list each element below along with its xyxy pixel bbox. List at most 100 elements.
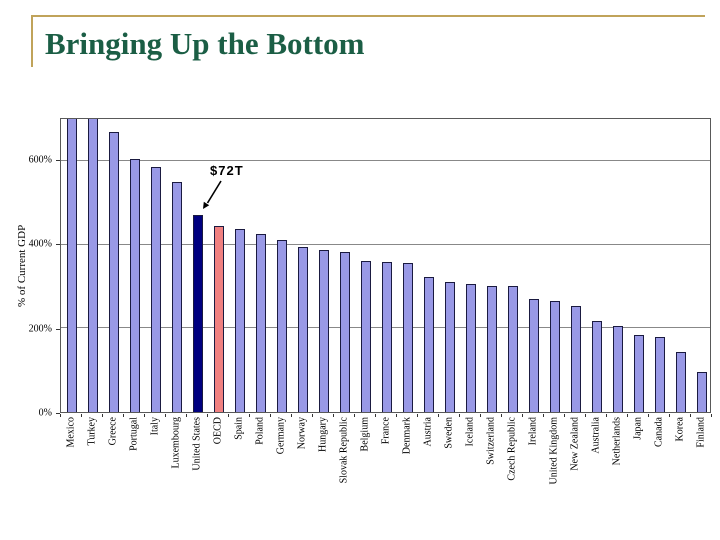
y-tick-label-400: 400% [28,238,52,250]
x-label-sweden: Sweden [443,417,454,449]
x-label-germany: Germany [275,417,286,455]
x-label-korea: Korea [674,417,685,442]
x-label-new-zealand: New Zealand [569,417,580,471]
bar-greece [108,131,119,412]
bar-belgium [360,261,371,412]
y-tick-mark [56,244,60,246]
x-tick-mark [228,414,229,417]
x-tick-mark [123,414,124,417]
x-tick-mark [417,414,418,417]
x-tick-mark [312,414,313,417]
bar-portugal [129,158,140,412]
bar-denmark [402,263,413,412]
x-label-luxembourg: Luxembourg [170,417,181,469]
bar-new-zealand [570,306,581,412]
bar-slovak-republic [339,252,350,412]
x-tick-mark [438,414,439,417]
x-label-united-states: United States [191,417,202,471]
x-label-belgium: Belgium [359,417,370,452]
x-label-canada: Canada [653,417,664,447]
x-label-australia: Australia [590,417,601,454]
x-label-oecd: OECD [212,417,223,445]
bar-finland [696,371,707,412]
x-label-denmark: Denmark [401,417,412,455]
bar-czech-republic [507,286,518,412]
bar-turkey [87,119,98,412]
y-tick-label-200: 200% [28,323,52,335]
x-label-iceland: Iceland [464,417,475,447]
x-tick-mark [165,414,166,417]
y-tick-label-0: 0% [38,407,52,419]
x-label-greece: Greece [107,417,118,446]
gridline-600 [61,159,710,161]
x-tick-mark [627,414,628,417]
title-rule-vertical [31,15,33,67]
x-label-ireland: Ireland [527,417,538,446]
x-tick-mark [648,414,649,417]
bar-netherlands [612,325,623,412]
bar-sweden [444,282,455,412]
y-tick-mark [56,328,60,330]
x-label-hungary: Hungary [317,417,328,452]
x-tick-mark [270,414,271,417]
x-tick-mark [459,414,460,417]
x-tick-mark [291,414,292,417]
bar-canada [654,337,665,412]
title-rule-horizontal [31,15,705,17]
bar-ireland [528,299,539,412]
x-label-netherlands: Netherlands [611,417,622,466]
x-tick-mark [690,414,691,417]
x-tick-mark [60,414,61,417]
bar-italy [150,167,161,412]
x-tick-mark [501,414,502,417]
x-label-united-kingdom: United Kingdom [548,417,559,485]
y-tick-mark [56,413,60,414]
bar-hungary [318,250,329,412]
gridline-400 [61,243,710,245]
x-tick-mark [354,414,355,417]
y-axis: 0% 200% 400% 600% [0,118,60,419]
bar-korea [675,351,686,412]
x-label-spain: Spain [233,417,244,440]
y-tick-label-600: 600% [28,154,52,166]
x-label-japan: Japan [632,417,643,440]
x-label-norway: Norway [296,417,307,450]
x-label-italy: Italy [149,417,160,436]
bar-switzerland [486,285,497,412]
x-tick-mark [480,414,481,417]
x-tick-mark [207,414,208,417]
x-label-switzerland: Switzerland [485,417,496,465]
x-tick-mark [102,414,103,417]
bar-united-states [192,215,203,412]
x-label-czech-republic: Czech Republic [506,417,517,481]
x-tick-mark [522,414,523,417]
bar-germany [276,239,287,412]
x-label-finland: Finland [695,417,706,448]
annotation-arrow-icon [203,180,222,209]
x-tick-mark [81,414,82,417]
plot-area: $72T [60,118,711,413]
x-label-austria: Austria [422,417,433,447]
x-tick-mark [585,414,586,417]
bar-iceland [465,284,476,412]
x-label-poland: Poland [254,417,265,445]
bar-oecd [213,225,224,412]
slide-title: Bringing Up the Bottom [45,26,365,61]
x-tick-mark [606,414,607,417]
bar-poland [255,234,266,412]
bar-mexico [66,119,77,412]
x-tick-mark [711,414,712,417]
x-tick-mark [396,414,397,417]
x-tick-mark [249,414,250,417]
bar-luxembourg [171,181,182,412]
bar-australia [591,320,602,412]
bar-norway [297,246,308,412]
annotation-label: $72T [210,163,244,178]
bar-spain [234,228,245,412]
x-tick-mark [144,414,145,417]
x-tick-mark [186,414,187,417]
x-label-portugal: Portugal [128,417,139,451]
x-tick-mark [564,414,565,417]
